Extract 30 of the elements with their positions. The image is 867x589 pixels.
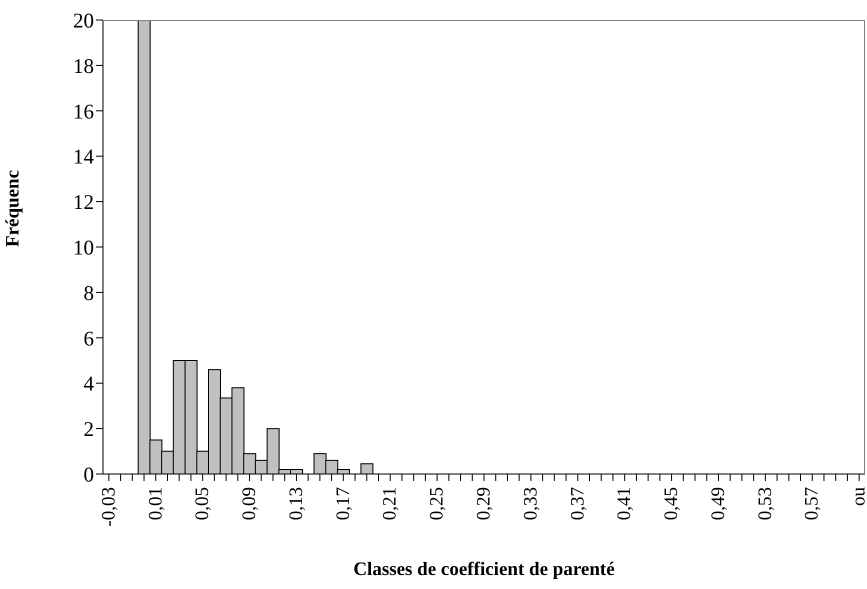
y-tick-label: 4 [84,372,94,396]
y-tick-label: 8 [84,280,94,305]
x-tick-label: 0,33 [520,487,542,520]
x-axis-title: Classes de coefficient de parenté [353,559,615,580]
x-tick-label: 0,53 [754,487,776,520]
x-tick-label: -0,03 [98,487,120,527]
x-tick-label: 0,29 [474,487,494,520]
y-tick-label: 0 [84,462,94,486]
y-tick-label: 20 [73,8,94,32]
x-tick-label: 0,01 [145,487,166,520]
y-tick-label: 6 [84,326,94,350]
y-tick-label: 10 [73,235,94,260]
x-tick-label: 0,49 [708,487,729,520]
y-axis-title: Fréquenc [2,170,24,247]
y-tick-label: 2 [84,417,94,442]
x-tick-label: 0,13 [286,487,307,520]
y-tick-label: 12 [73,190,94,214]
y-tick-label: 14 [73,144,94,169]
x-tick-label: 0,17 [332,487,354,520]
x-tick-label: 0,09 [239,487,260,520]
y-tick-label: 18 [73,54,94,78]
x-tick-label: ou [848,486,867,506]
x-tick-label: 0,37 [567,487,588,520]
y-tick-label: 16 [73,99,94,124]
x-tick-label: 0,41 [614,487,636,520]
x-tick-label: 0,05 [192,487,214,520]
x-tick-label: 0,57 [802,487,823,520]
x-tick-label: 0,25 [426,487,448,520]
x-tick-label: 0,45 [661,487,682,520]
x-tick-label: 0,21 [380,487,401,520]
